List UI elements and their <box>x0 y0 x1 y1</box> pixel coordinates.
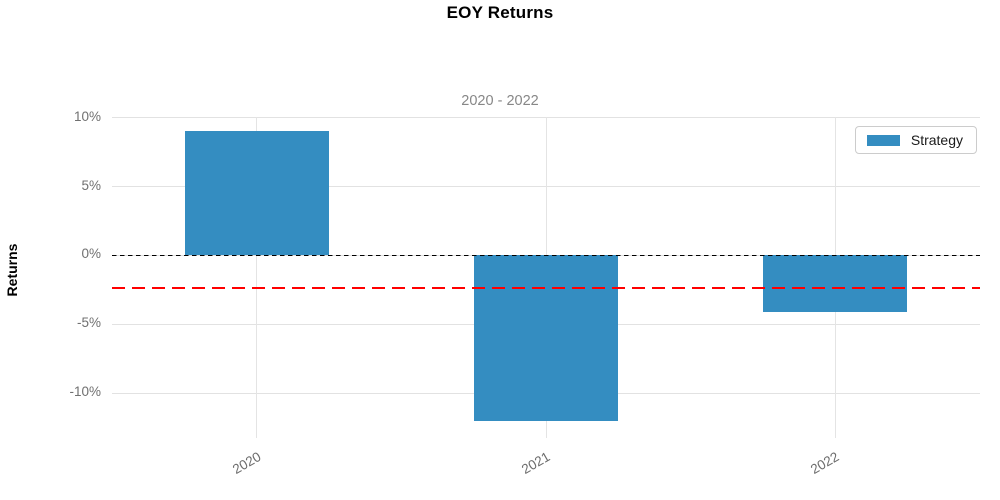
chart-subtitle: 2020 - 2022 <box>461 93 539 109</box>
mean-reference-line <box>112 286 980 290</box>
x-tick-label: 2021 <box>518 449 553 478</box>
x-tick-label: 2022 <box>808 449 842 478</box>
bar-2022 <box>763 255 908 312</box>
y-tick-label: 10% <box>73 108 101 124</box>
legend-swatch <box>866 134 900 146</box>
y-tick-label: -10% <box>69 384 101 399</box>
legend: Strategy <box>854 126 977 154</box>
y-tick-label: -5% <box>76 315 101 331</box>
y-tick-label: 0% <box>81 246 101 262</box>
zero-reference-line <box>112 254 980 257</box>
legend-label: Strategy <box>910 132 963 148</box>
bar-2021 <box>474 255 618 421</box>
chart-title: EOY Returns <box>446 3 554 22</box>
y-tick-label: 5% <box>81 177 101 193</box>
v-gridline <box>256 117 258 438</box>
x-tick-label: 2020 <box>229 449 264 478</box>
plot-area: Strategy <box>112 117 980 438</box>
bar-2020 <box>184 131 329 256</box>
